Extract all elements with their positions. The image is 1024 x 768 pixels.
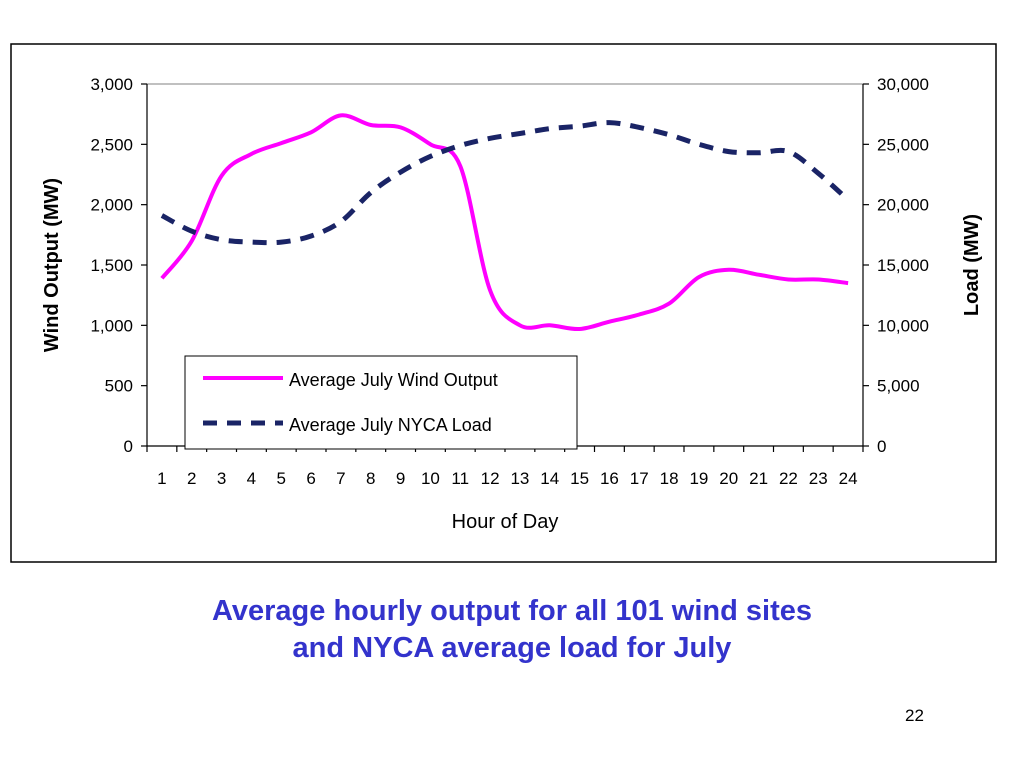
series-line-load [160, 120, 850, 246]
left-y-tick-label: 1,500 [90, 256, 133, 275]
x-tick-label: 7 [336, 469, 345, 488]
x-tick-label: 17 [630, 469, 649, 488]
right-y-tick-label: 0 [877, 437, 886, 456]
left-y-tick-label: 2,500 [90, 135, 133, 154]
slide-caption: Average hourly output for all 101 wind s… [0, 593, 1024, 667]
caption-line-1: Average hourly output for all 101 wind s… [212, 595, 812, 627]
right-y-tick-label: 20,000 [877, 196, 929, 215]
right-y-tick-label: 15,000 [877, 256, 929, 275]
left-y-axis-label: Wind Output (MW) [41, 178, 63, 352]
x-tick-label: 3 [217, 469, 226, 488]
x-tick-label: 9 [396, 469, 405, 488]
x-tick-label: 8 [366, 469, 375, 488]
x-tick-label: 18 [660, 469, 679, 488]
right-y-ticks: 0 5,000 10,000 15,000 20,000 25,000 30,000 [863, 75, 929, 456]
chart-frame [10, 43, 997, 563]
x-axis-label: Hour of Day [452, 511, 559, 533]
series-line-wind [160, 113, 849, 332]
left-y-ticks: 0 500 1,000 1,500 2,000 2,500 3,000 [90, 75, 147, 456]
right-y-tick-label: 5,000 [877, 377, 920, 396]
x-tick-label: 2 [187, 469, 196, 488]
right-y-tick-label: 30,000 [877, 75, 929, 94]
right-y-axis-label: Load (MW) [961, 214, 983, 316]
legend: Average July Wind Output Average July NY… [184, 355, 578, 450]
chart: 1 2 3 4 5 6 7 8 9 10 11 12 13 14 15 16 17 18 19 20 21 22 23 24 … [10, 43, 997, 563]
x-tick-label: 19 [689, 469, 708, 488]
legend-label-wind: Average July Wind Output [289, 370, 498, 390]
legend-box [184, 355, 578, 450]
x-tick-label: 13 [510, 469, 529, 488]
x-tick-label: 15 [570, 469, 589, 488]
left-y-tick-label: 2,000 [90, 196, 133, 215]
x-tick-label: 23 [809, 469, 828, 488]
x-tick-label: 16 [600, 469, 619, 488]
x-tick-label: 4 [247, 469, 256, 488]
x-tick-label: 11 [451, 469, 469, 488]
x-tick-label: 6 [306, 469, 315, 488]
x-tick-label: 5 [277, 469, 286, 488]
x-tick-label: 21 [749, 469, 768, 488]
x-tick-label: 1 [157, 469, 166, 488]
x-tick-label: 20 [719, 469, 738, 488]
page-number: 22 [905, 706, 924, 725]
legend-label-load: Average July NYCA Load [289, 415, 492, 435]
x-tick-label: 14 [540, 469, 559, 488]
x-tick-label: 10 [421, 469, 440, 488]
right-y-tick-label: 10,000 [877, 316, 929, 335]
right-y-tick-label: 25,000 [877, 135, 929, 154]
left-y-tick-label: 0 [124, 437, 133, 456]
x-tick-label: 22 [779, 469, 798, 488]
x-tick-label: 12 [481, 469, 500, 488]
series-lines [160, 113, 850, 332]
caption-line-2: and NYCA average load for July [292, 632, 732, 664]
left-y-tick-label: 500 [105, 377, 133, 396]
x-tick-label: 24 [839, 469, 858, 488]
left-y-tick-label: 3,000 [90, 75, 133, 94]
left-y-tick-label: 1,000 [90, 316, 133, 335]
